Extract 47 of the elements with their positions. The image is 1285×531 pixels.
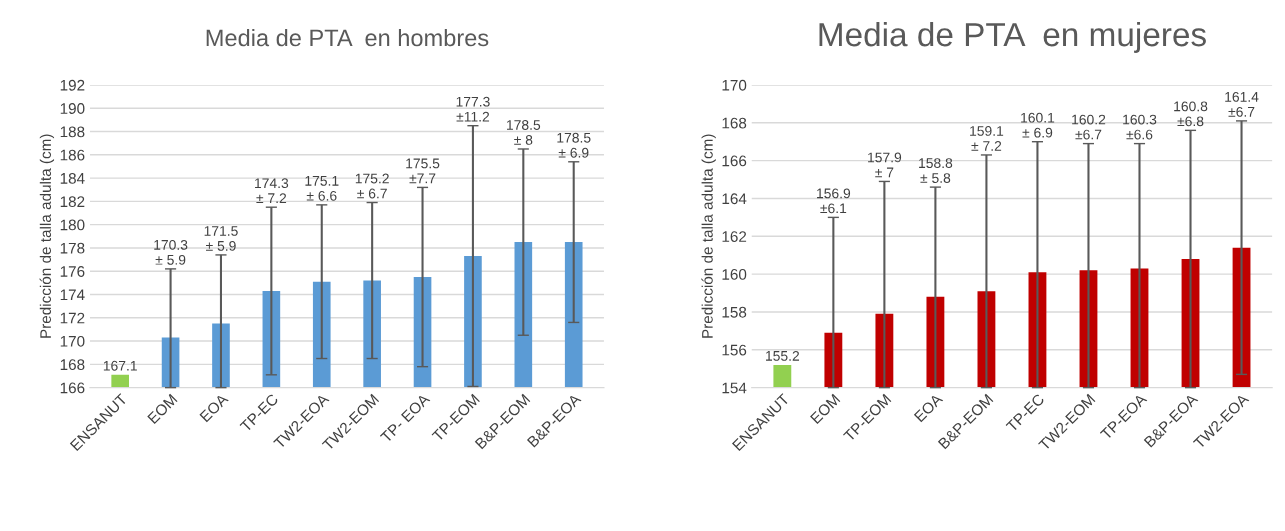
y-tick-label: 158 (722, 306, 747, 318)
y-tick-label: 164 (722, 193, 747, 205)
y-tick-label: 170 (60, 335, 85, 347)
annotation: 177.3 ±11.2 (456, 96, 490, 122)
annotation: 178.5 ± 6.9 (557, 132, 591, 158)
y-tick-label: 190 (60, 103, 85, 114)
chart-title: Media de PTA en hombres (206, 28, 489, 47)
y-tick-label: 180 (60, 219, 85, 231)
y-tick-label: 182 (60, 196, 85, 208)
y-axis-title: Predicción de talla adulta (cm) (701, 134, 716, 338)
annotation: 160.1 ± 6.9 (1021, 112, 1055, 138)
annotation: 158.8 ± 5.8 (919, 158, 953, 183)
annotation: 175.2 ± 6.7 (355, 173, 389, 199)
annotation: 175.1 ± 6.6 (305, 176, 339, 201)
y-tick-label: 168 (722, 117, 747, 129)
annotation: 175.5 ±7.7 (406, 158, 440, 184)
annotation: 161.4 ±6.7 (1225, 91, 1259, 117)
annotation: 171.5 ± 5.9 (204, 226, 238, 251)
annotation: 174.3 ± 7.2 (255, 178, 289, 203)
chart-title: Media de PTA en mujeres (819, 21, 1206, 53)
y-tick-label: 166 (722, 155, 747, 167)
y-tick-label: 168 (60, 359, 85, 371)
y-tick-label: 186 (60, 149, 85, 161)
y-tick-label: 192 (60, 79, 85, 91)
y-tick-label: 154 (722, 382, 747, 394)
y-tick-label: 162 (722, 231, 747, 242)
annotation: 160.3 ±6.6 (1123, 114, 1157, 140)
y-tick-label: 188 (60, 126, 85, 138)
annotation: 156.9 ±6.1 (817, 188, 851, 214)
y-tick-label: 174 (60, 289, 85, 301)
annotation: 170.3 ± 5.9 (154, 239, 188, 265)
annotation: 157.9 ± 7 (868, 152, 902, 178)
annotation: 160.8 ±6.8 (1174, 101, 1208, 127)
y-tick-label: 166 (60, 382, 85, 394)
y-tick-label: 160 (722, 269, 747, 280)
annotation: 160.2 ±6.7 (1072, 114, 1106, 140)
y-tick-label: 170 (722, 79, 747, 91)
y-tick-label: 176 (60, 266, 85, 277)
y-tick-label: 184 (60, 172, 85, 184)
annotation: 178.5 ± 8 (507, 120, 541, 145)
y-axis-title: Predicción de talla adulta (cm) (39, 134, 55, 338)
annotation: 159.1 ± 7.2 (970, 126, 1004, 151)
y-tick-label: 172 (60, 312, 85, 324)
y-tick-label: 156 (722, 344, 747, 356)
y-tick-label: 178 (60, 242, 85, 254)
data-label: 155.2 (766, 350, 800, 361)
data-label: 167.1 (103, 360, 137, 371)
